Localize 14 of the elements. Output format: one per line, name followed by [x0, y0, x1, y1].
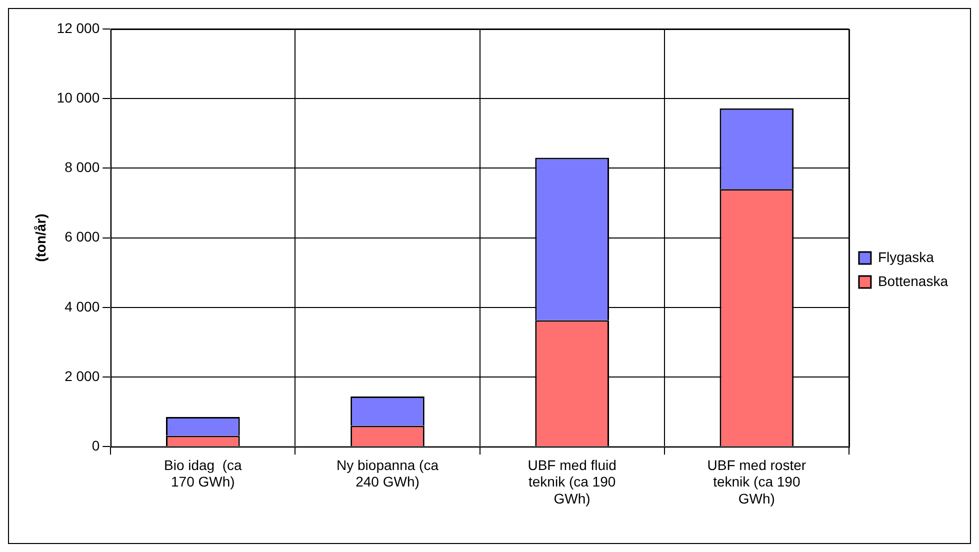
y-tick-label: 2 000	[64, 368, 100, 384]
x-tick-label: Ny biopanna (ca 240 GWh)	[336, 456, 439, 490]
y-tick-label: 4 000	[64, 298, 100, 314]
y-axis-title: (ton/år)	[32, 214, 48, 262]
y-tick-label: 10 000	[56, 89, 100, 106]
x-tick-label: UBF med roster teknik (ca 190 GWh)	[707, 456, 806, 506]
y-tick-label: 8 000	[64, 159, 100, 176]
legend-label: Flygaska	[878, 248, 934, 265]
y-tick-label: 0	[92, 437, 100, 454]
x-tick-label: Bio idag (ca 170 GWh)	[164, 456, 242, 490]
legend-label: Bottenaska	[878, 272, 948, 289]
y-tick-label: 6 000	[64, 228, 100, 245]
x-tick-label: UBF med fluid teknik (ca 190 GWh)	[528, 456, 616, 506]
y-tick-label: 12 000	[56, 20, 100, 36]
